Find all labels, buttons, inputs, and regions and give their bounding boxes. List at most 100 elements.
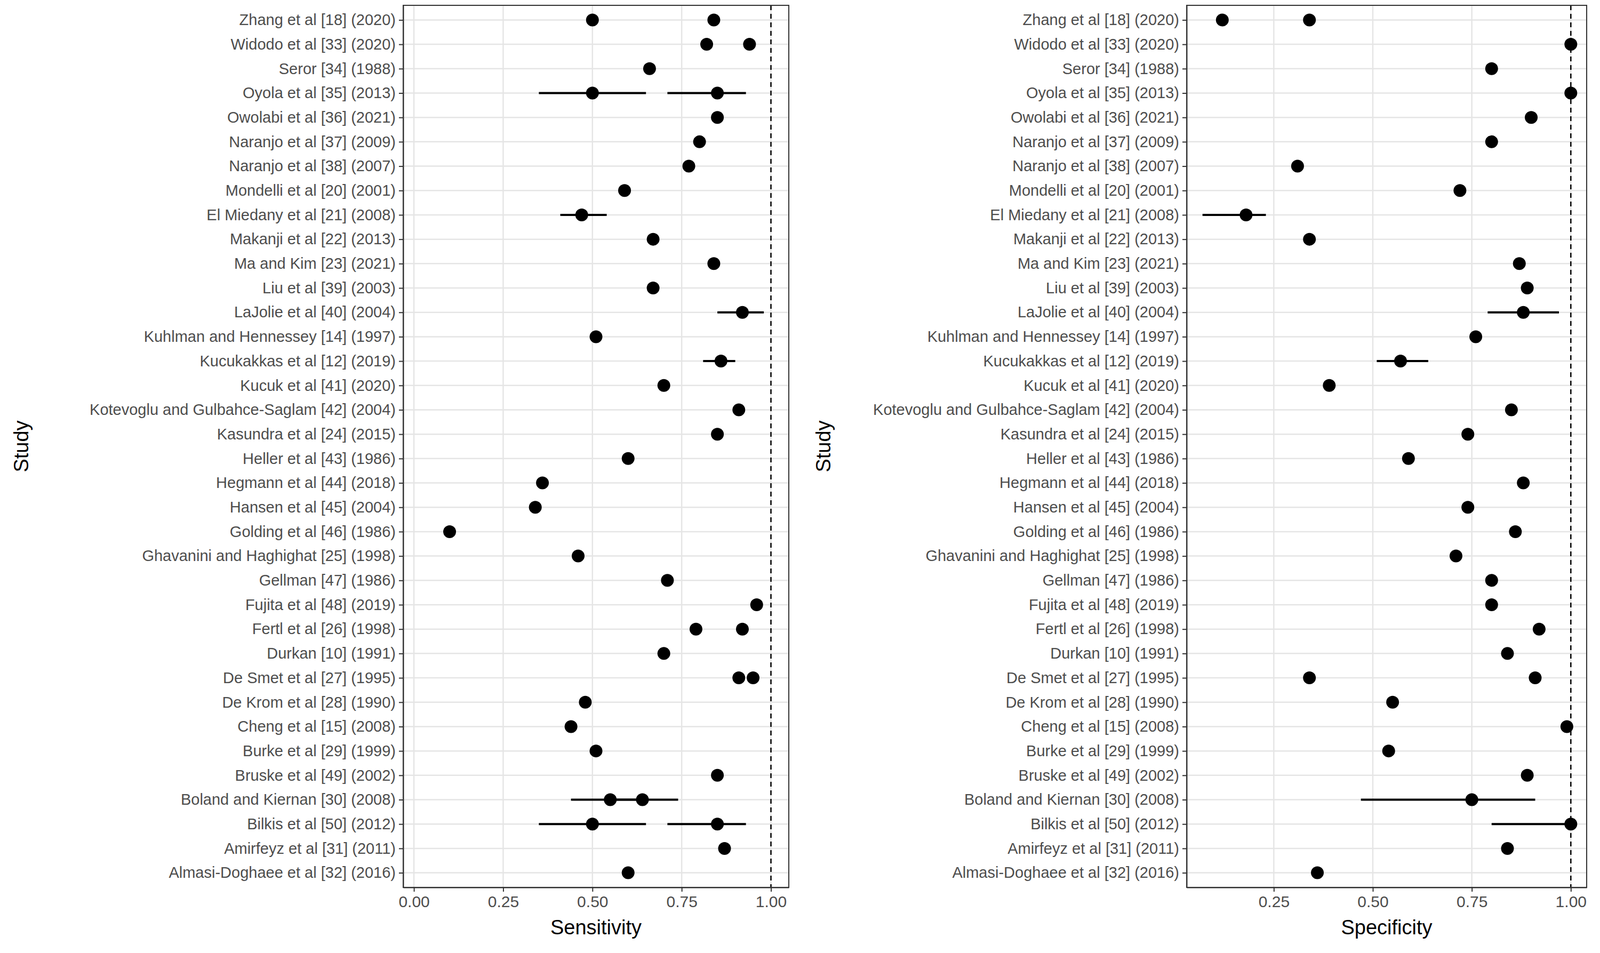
point xyxy=(1521,769,1534,782)
tick: Gellman [47] (1986) xyxy=(259,571,404,589)
grid-line-y xyxy=(1186,92,1587,94)
grid-line-y xyxy=(1186,141,1587,143)
tick-mark xyxy=(1182,165,1187,167)
y-axis: Zhang et al [18] (2020)Widodo et al [33]… xyxy=(89,5,404,888)
tick-label: 1.00 xyxy=(755,892,787,911)
grid-line-y xyxy=(403,506,789,509)
tick-label: Oyola et al [35] (2013) xyxy=(1026,84,1180,102)
tick-label: 1.00 xyxy=(1555,892,1587,911)
tick-label: El Miedany et al [21] (2008) xyxy=(989,206,1180,224)
point xyxy=(1322,379,1336,392)
point xyxy=(1521,281,1534,295)
grid-line-y xyxy=(403,555,789,557)
tick-label: Seror [34] (1988) xyxy=(1062,60,1180,78)
tick: Kucukakkas et al [12] (2019) xyxy=(199,352,404,370)
tick-mark xyxy=(1182,214,1187,216)
tick-label: Cheng et al [15] (2008) xyxy=(1020,717,1180,735)
tick-label: 0.75 xyxy=(666,892,698,911)
marks xyxy=(443,5,772,888)
tick: Kucuk et al [41] (2020) xyxy=(1023,377,1187,395)
grid-line-y xyxy=(1186,652,1587,655)
tick-mark xyxy=(398,872,404,874)
point xyxy=(564,720,578,733)
point xyxy=(1513,257,1526,270)
grid-line-y xyxy=(403,628,789,630)
tick: Durkan [10] (1991) xyxy=(1050,644,1187,662)
tick-mark xyxy=(398,824,404,826)
tick-mark xyxy=(398,385,404,387)
tick: Hansen et al [45] (2004) xyxy=(1013,498,1187,516)
tick-label: Burke et al [29] (1999) xyxy=(1026,742,1180,760)
tick-mark xyxy=(398,677,404,679)
tick: 0.50 xyxy=(1357,887,1389,911)
tick-label: Hegmann et al [44] (2018) xyxy=(216,474,396,492)
point xyxy=(1516,476,1530,490)
grid-line-y xyxy=(1186,798,1587,801)
tick: Naranjo et al [38] (2007) xyxy=(228,157,404,175)
tick: Seror [34] (1988) xyxy=(278,60,404,78)
tick-mark xyxy=(1471,887,1473,892)
tick: Owolabi et al [36] (2021) xyxy=(1010,108,1187,126)
tick-mark xyxy=(1182,482,1187,484)
tick-label: Makanji et al [22] (2013) xyxy=(1013,230,1180,248)
tick-mark xyxy=(1182,701,1187,703)
tick: Kuhlman and Hennessey [14] (1997) xyxy=(144,328,404,346)
grid-line-y xyxy=(1186,385,1587,387)
tick-mark xyxy=(398,68,404,70)
tick-label: Gellman [47] (1986) xyxy=(259,571,396,589)
grid xyxy=(403,5,789,888)
tick: Kucukakkas et al [12] (2019) xyxy=(982,352,1187,370)
tick-label: 0.75 xyxy=(1456,892,1488,911)
tick-label: Naranjo et al [38] (2007) xyxy=(1012,157,1180,175)
grid-line-y xyxy=(1186,262,1587,265)
error-bar xyxy=(667,91,746,94)
tick-mark xyxy=(1182,531,1187,533)
tick-label: Ghavanini and Haghighat [25] (1998) xyxy=(925,547,1180,565)
tick-label: Bruske et al [49] (2002) xyxy=(1018,766,1180,784)
point xyxy=(750,598,764,612)
tick-label: Bilkis et al [50] (2012) xyxy=(246,815,396,833)
tick: 0.25 xyxy=(1258,887,1290,911)
tick-label: Ma and Kim [23] (2021) xyxy=(1017,254,1180,272)
tick-mark xyxy=(398,263,404,265)
y-axis-title: Study xyxy=(812,420,835,472)
tick-label: Zhang et al [18] (2020) xyxy=(1022,11,1180,29)
tick-label: Kuhlman and Hennessey [14] (1997) xyxy=(927,328,1180,346)
tick: Naranjo et al [38] (2007) xyxy=(1012,157,1187,175)
tick-mark xyxy=(1182,580,1187,582)
panel: 0.250.500.751.00Zhang et al [18] (2020)W… xyxy=(812,5,1588,939)
point xyxy=(1461,427,1475,441)
tick-mark xyxy=(1182,385,1187,387)
tick-mark xyxy=(398,19,404,21)
point xyxy=(1386,696,1399,709)
tick-label: Bilkis et al [50] (2012) xyxy=(1030,815,1180,833)
point xyxy=(736,306,749,319)
tick: Owolabi et al [36] (2021) xyxy=(227,108,404,126)
point xyxy=(643,62,656,76)
tick: Widodo et al [33] (2020) xyxy=(230,35,404,53)
x-axis: 0.25 0.50 0.75 1.00 xyxy=(1187,887,1588,911)
tick-label: Durkan [10] (1991) xyxy=(266,644,396,662)
point xyxy=(443,525,456,539)
tick: Fujita et al [48] (2019) xyxy=(1028,596,1187,614)
tick-mark xyxy=(1182,507,1187,509)
point xyxy=(1449,549,1463,563)
point xyxy=(660,573,674,587)
grid-line-y xyxy=(403,238,789,240)
panel: 0.000.250.500.751.00Zhang et al [18] (20… xyxy=(10,5,790,939)
tick-label: Kotevoglu and Gulbahce-Saglam [42] (2004… xyxy=(873,401,1180,419)
tick-label: Ma and Kim [23] (2021) xyxy=(234,254,396,272)
point xyxy=(589,744,603,758)
tick-mark xyxy=(1182,19,1187,21)
grid-line-y xyxy=(1186,848,1587,850)
error-bar xyxy=(667,822,746,826)
point xyxy=(710,769,724,782)
point xyxy=(657,646,671,660)
tick: Kotevoglu and Gulbahce-Saglam [42] (2004… xyxy=(873,401,1187,419)
grid-line-y xyxy=(1186,68,1587,70)
tick-mark xyxy=(398,726,404,728)
tick-label: Hegmann et al [44] (2018) xyxy=(999,474,1180,492)
tick: Gellman [47] (1986) xyxy=(1042,571,1187,589)
point xyxy=(693,135,707,149)
point xyxy=(700,37,714,51)
